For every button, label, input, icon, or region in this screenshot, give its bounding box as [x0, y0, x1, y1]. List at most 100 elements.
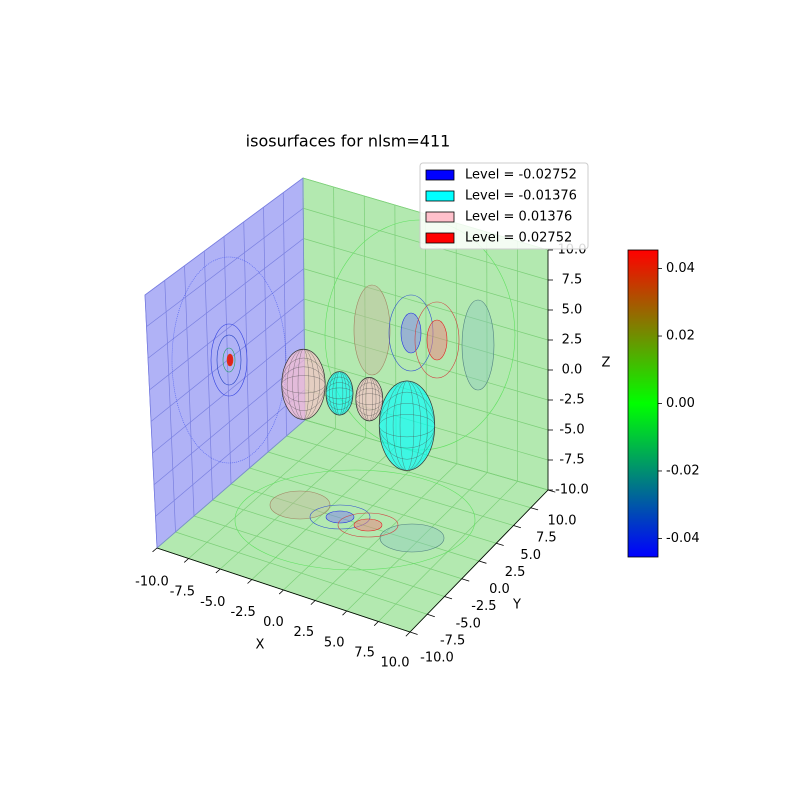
z-tick-label: 7.5: [562, 273, 583, 288]
contours: [171, 219, 516, 571]
grid-line: [153, 359, 305, 486]
mesh-line: [286, 349, 320, 420]
z-tick-label: 5.0: [562, 303, 583, 318]
colorbar-tick-label: 0.00: [666, 396, 695, 411]
grid-line: [155, 389, 305, 517]
colorbar: -0.04 -0.02 0.00 0.02 0.04: [627, 249, 700, 558]
y-tick-label: -7.5: [440, 633, 465, 648]
legend-label: Level = -0.01376: [465, 189, 577, 204]
y-tick-label: 2.5: [505, 565, 526, 580]
x-tick: [183, 558, 189, 563]
grid-line: [304, 328, 549, 401]
y-tick: [496, 542, 504, 546]
x-tick: [405, 631, 411, 637]
z-tick-label: 2.5: [562, 333, 583, 348]
contour: [210, 323, 248, 397]
x-tick-label: -10.0: [135, 575, 169, 590]
contour: [353, 284, 391, 376]
legend-swatch: [425, 190, 455, 202]
x-tick: [342, 610, 348, 616]
z-tick-label: 0.0: [562, 363, 583, 378]
y-tick-label: 0.0: [489, 582, 510, 597]
grid-line: [212, 499, 462, 580]
contour: [426, 319, 448, 361]
contour: [216, 334, 242, 386]
contour: [226, 353, 234, 367]
grid-line: [303, 268, 549, 341]
isosurfaces: [281, 348, 436, 471]
z-axis-label: Z: [602, 356, 611, 371]
x-tick-label: 5.0: [324, 635, 345, 650]
x-tick: [215, 568, 221, 574]
x-tick-label: -5.0: [200, 595, 225, 610]
y-tick-label: -5.0: [456, 616, 481, 631]
y-tick: [530, 507, 539, 511]
colorbar-tick-label: 0.04: [666, 261, 695, 276]
contour: [461, 299, 495, 391]
grid-line: [147, 238, 304, 359]
colorbar-tick-label: -0.04: [666, 531, 700, 546]
x-tick-label: -7.5: [170, 585, 195, 600]
x-tick: [247, 579, 253, 584]
y-tick-label: 5.0: [520, 548, 541, 563]
x-tick: [152, 547, 158, 553]
y-tick: [478, 560, 487, 564]
grid-line: [146, 207, 304, 327]
z-tick-label: -10.0: [555, 483, 589, 498]
colorbar-scale: [627, 249, 659, 558]
contour: [353, 518, 383, 532]
isosurface: [355, 377, 384, 422]
legend-label: Level = 0.01376: [465, 210, 572, 225]
isosurface: [281, 348, 326, 420]
x-tick-label: 10.0: [381, 656, 410, 671]
grid-line: [267, 451, 514, 526]
contour: [414, 301, 460, 379]
y-tick-label: 10.0: [548, 514, 577, 529]
y-tick-label: 7.5: [536, 531, 557, 546]
isosurface: [325, 371, 354, 416]
mesh-line: [281, 357, 326, 411]
x-tick: [310, 600, 316, 605]
grid-line: [193, 515, 445, 597]
y-tick-label: -2.5: [471, 599, 496, 614]
y-axis-label: Y: [512, 598, 521, 613]
grid-line: [303, 238, 549, 311]
colorbar-tick-label: 0.02: [666, 329, 695, 344]
grid-line: [156, 419, 306, 549]
legend-swatch: [425, 211, 455, 223]
contour: [222, 347, 236, 373]
mesh-line: [379, 391, 435, 460]
legend-box: [419, 162, 589, 250]
grid-line: [152, 328, 305, 454]
y-tick: [409, 631, 418, 635]
legend-swatch: [425, 169, 455, 181]
contour: [234, 469, 476, 571]
labels: -10.0-7.5-5.0-2.50.02.55.07.510.0 -10.0-7…: [135, 243, 589, 671]
y-tick: [461, 578, 470, 582]
x-tick-label: 2.5: [294, 625, 315, 640]
chart-title: isosurfaces for nlsm=411: [246, 132, 451, 151]
x-tick: [278, 589, 284, 595]
z-tick-label: -2.5: [559, 393, 584, 408]
mesh-line: [329, 371, 350, 416]
y-tick: [444, 596, 453, 600]
mesh-line: [359, 377, 380, 422]
mesh-line: [386, 380, 428, 471]
legend-swatch: [425, 232, 455, 244]
x-axis-label: X: [256, 638, 265, 653]
contour: [337, 512, 399, 538]
legend-label: Level = -0.02752: [465, 168, 577, 183]
contour: [325, 510, 355, 524]
mesh-line: [355, 382, 383, 416]
x-tick-label: 0.0: [263, 615, 284, 630]
y-tick: [513, 525, 521, 529]
isosurface: [378, 380, 436, 471]
contour: [171, 256, 287, 464]
colorbar-tick-label: -0.02: [666, 463, 700, 478]
x-tick-label: 7.5: [354, 645, 375, 660]
grid-line: [175, 531, 428, 615]
z-tick-label: -5.0: [559, 423, 584, 438]
x-tick: [373, 621, 379, 626]
x-tick-label: -2.5: [230, 605, 255, 620]
